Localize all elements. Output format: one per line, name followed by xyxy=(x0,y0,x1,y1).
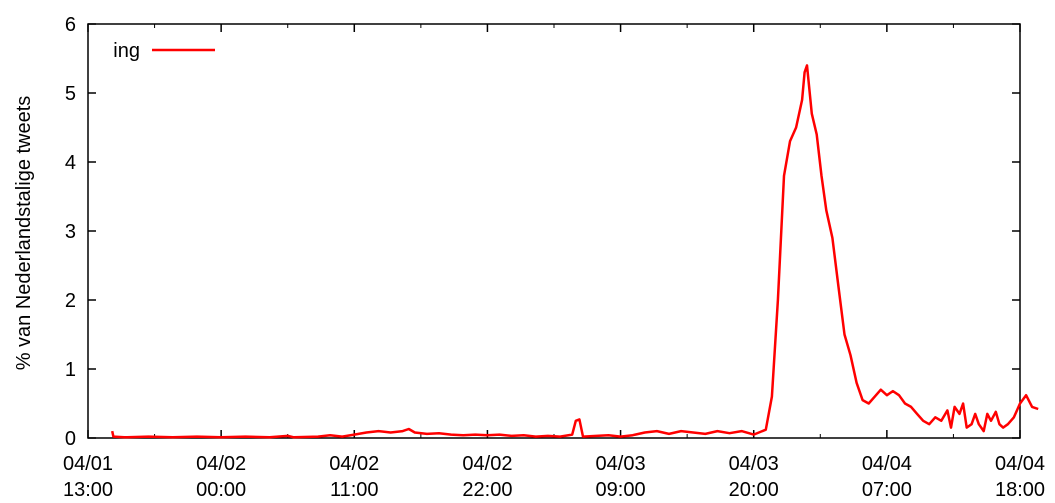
legend-label: ing xyxy=(113,40,140,62)
x-tick-label-time: 07:00 xyxy=(862,479,912,501)
legend: ing xyxy=(113,40,215,62)
plot-border xyxy=(87,23,1021,439)
x-tick-label-date: 04/02 xyxy=(196,453,246,475)
x-tick-label-date: 04/03 xyxy=(729,453,779,475)
y-tick-label: 3 xyxy=(65,221,76,243)
x-tick-label-time: 11:00 xyxy=(330,479,379,501)
x-tick-label-time: 18:00 xyxy=(995,479,1045,501)
y-tick-label: 0 xyxy=(65,428,76,450)
x-tick-label-date: 04/04 xyxy=(862,453,912,475)
x-tick-label-date: 04/03 xyxy=(596,453,646,475)
y-axis-ticks: 0 1 2 3 4 5 6 xyxy=(65,14,1020,450)
y-tick-label: 6 xyxy=(65,14,76,36)
y-tick-label: 4 xyxy=(65,152,76,174)
x-tick-label-time: 20:00 xyxy=(729,479,779,501)
y-tick-label: 2 xyxy=(65,290,76,312)
x-axis-ticks: 04/01 13:00 04/02 00:00 04/02 11:00 04/02 22:00… xyxy=(63,24,1045,501)
x-tick-label-date: 04/01 xyxy=(63,453,113,475)
y-tick-label: 5 xyxy=(65,83,76,105)
plot-frame xyxy=(87,23,1021,439)
x-tick-label-time: 13:00 xyxy=(63,479,113,501)
x-tick-label-date: 04/02 xyxy=(462,453,512,475)
series-layer xyxy=(110,64,1039,439)
x-tick-label-time: 09:00 xyxy=(596,479,646,501)
x-tick-label-time: 00:00 xyxy=(196,479,246,501)
series-line-ing xyxy=(110,64,1039,439)
x-tick-label-date: 04/02 xyxy=(329,453,379,475)
x-tick-label-time: 22:00 xyxy=(462,479,512,501)
x-tick-label-date: 04/04 xyxy=(995,453,1045,475)
y-tick-label: 1 xyxy=(65,359,76,381)
y-axis-title: % van Nederlandstalige tweets xyxy=(13,96,35,371)
